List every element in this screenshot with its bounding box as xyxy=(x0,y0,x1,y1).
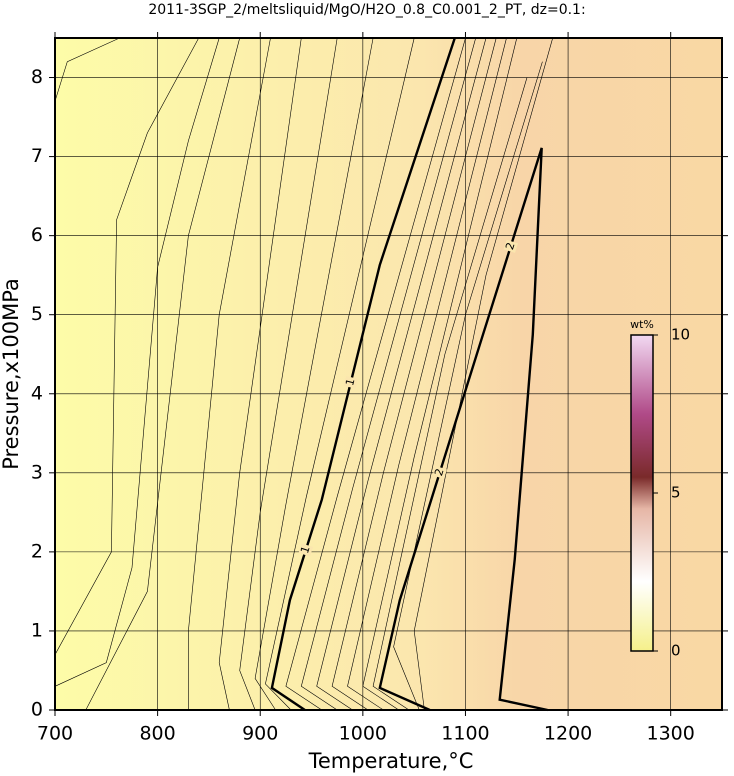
x-tick-label: 700 xyxy=(37,723,73,745)
plot-frame xyxy=(54,37,723,711)
y-tick-label: 5 xyxy=(31,303,43,325)
contour-line xyxy=(331,37,497,711)
y-tick-label: 8 xyxy=(31,66,43,88)
y-tick-label: 0 xyxy=(31,699,43,721)
colorbar-tick-label: 0 xyxy=(671,642,681,660)
contour-line xyxy=(54,37,199,655)
contour-label: 1 xyxy=(343,377,357,387)
contour-line xyxy=(300,37,476,711)
colorbar xyxy=(630,334,654,652)
x-tick-label: 900 xyxy=(242,723,278,745)
contour-line xyxy=(316,37,487,711)
x-tick-label: 1000 xyxy=(339,723,387,745)
contour-label: 2 xyxy=(503,241,518,252)
x-tick-label: 1200 xyxy=(544,723,592,745)
plot-background xyxy=(55,38,722,710)
major-contour xyxy=(378,147,548,712)
contour-label-bg xyxy=(343,376,358,389)
contour-line xyxy=(362,37,518,711)
y-tick-label: 4 xyxy=(31,382,43,404)
contour-line xyxy=(54,37,120,102)
contour-line xyxy=(254,37,374,711)
x-tick-label: 1100 xyxy=(441,723,489,745)
colorbar-tick-label: 5 xyxy=(671,484,681,502)
contour-line xyxy=(239,37,338,711)
contour-line xyxy=(285,37,466,711)
contour-line xyxy=(347,37,507,711)
contour-label: 1 xyxy=(298,544,313,555)
contour-line xyxy=(188,37,271,710)
x-tick-label: 800 xyxy=(139,723,175,745)
contour-label-bg xyxy=(503,239,518,253)
contour-label-bg xyxy=(432,465,448,479)
colorbar-label: wt% xyxy=(630,318,654,331)
colorbar-tick-label: 10 xyxy=(671,326,690,344)
y-axis-label: Pressure,x100MPa xyxy=(0,278,23,470)
chart-title: 2011-3SGP_2/meltsliquid/MgO/H2O_0.8_C0.0… xyxy=(148,2,585,18)
x-tick-label: 1300 xyxy=(647,723,695,745)
y-tick-label: 7 xyxy=(31,145,43,167)
y-tick-label: 2 xyxy=(31,540,43,562)
contour-line xyxy=(54,37,220,687)
contour-label: 2 xyxy=(432,467,446,478)
y-tick-label: 6 xyxy=(31,224,43,246)
x-axis-label: Temperature,°C xyxy=(308,749,474,773)
contour-line xyxy=(393,61,543,711)
y-tick-label: 3 xyxy=(31,461,43,483)
y-tick-label: 1 xyxy=(31,619,43,641)
contour-line xyxy=(372,77,528,711)
contour-line xyxy=(85,37,240,711)
contour-line xyxy=(413,37,553,711)
contour-line xyxy=(218,37,302,711)
contour-line xyxy=(265,37,415,711)
contour-label-bg xyxy=(298,543,314,557)
